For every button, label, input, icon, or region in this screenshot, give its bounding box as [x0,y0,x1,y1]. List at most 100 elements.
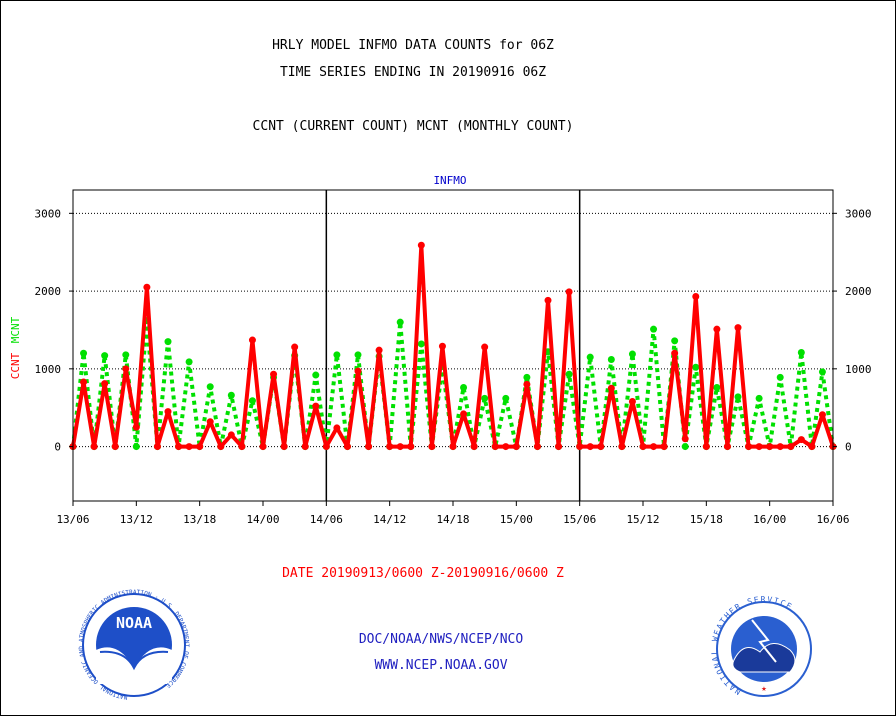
data-point-ccnt [386,443,394,451]
data-point-mcnt [713,383,721,391]
data-point-ccnt [301,443,309,451]
data-point-ccnt [343,443,351,451]
data-point-ccnt [533,443,541,451]
data-point-ccnt [618,443,626,451]
data-point-ccnt [375,346,383,354]
data-point-mcnt [312,371,320,379]
data-point-ccnt [80,378,88,386]
data-point-ccnt [671,349,679,357]
data-point-mcnt [681,443,689,451]
x-tick-label: 13/18 [183,513,216,526]
data-point-ccnt [90,443,98,451]
data-point-ccnt [175,443,183,451]
footer-org-label: DOC/NOAA/NWS/NCEP/NCO [358,632,524,647]
data-point-mcnt [396,318,404,326]
data-point-ccnt [354,367,362,375]
data-point-ccnt [607,384,615,392]
data-point-ccnt [122,365,130,373]
data-point-ccnt [523,380,531,388]
chart-title-line-1: HRLY MODEL INFMO DATA COUNTS for 06Z [272,38,554,53]
data-point-ccnt [185,443,193,451]
x-tick-label: 13/12 [120,513,153,526]
data-point-mcnt [248,397,256,405]
data-point-ccnt [713,325,721,333]
data-point-ccnt [259,443,267,451]
data-point-ccnt [639,443,647,451]
data-point-mcnt [692,363,700,371]
x-tick-label: 16/06 [816,513,849,526]
data-point-mcnt [354,351,362,359]
data-point-mcnt [565,370,573,378]
y-tick-label-right: 2000 [845,285,872,298]
data-point-mcnt [185,358,193,366]
data-point-ccnt [449,443,457,451]
x-tick-label: 14/12 [373,513,406,526]
data-point-mcnt [671,337,679,345]
data-point-ccnt [734,324,742,332]
data-point-mcnt [650,325,658,333]
data-point-mcnt [227,391,235,399]
data-point-mcnt [797,348,805,356]
data-point-ccnt [407,443,415,451]
chart-title-line-2: TIME SERIES ENDING IN 20190916 06Z [279,65,547,80]
data-point-ccnt [565,288,573,296]
data-point-mcnt [776,373,784,381]
data-point-ccnt [702,443,710,451]
y-tick-label-right: 3000 [845,207,872,220]
axes: 0 0 1000 1000 2000 2000 3000 3000 13/06 13/12 13/1… [35,189,872,526]
data-point-ccnt [692,293,700,301]
data-point-ccnt [132,423,140,431]
y-tick-label-right: 1000 [845,363,872,376]
data-point-mcnt [417,340,425,348]
data-point-ccnt [544,296,552,304]
data-point-ccnt [153,443,161,451]
data-point-ccnt [428,443,436,451]
x-tick-label: 14/00 [246,513,279,526]
data-point-ccnt [681,435,689,443]
data-point-ccnt [417,241,425,249]
data-point-ccnt [660,443,668,451]
data-point-mcnt [818,368,826,376]
plot-title: INFMO [433,174,466,187]
data-point-mcnt [755,394,763,402]
data-point-ccnt [291,343,299,351]
x-tick-label: 14/06 [310,513,343,526]
data-point-mcnt [132,443,140,451]
data-point-ccnt [280,443,288,451]
data-point-mcnt [101,352,109,360]
data-point-mcnt [164,338,172,346]
data-point-mcnt [206,383,214,391]
data-point-ccnt [101,380,109,388]
data-point-ccnt [797,436,805,444]
data-point-ccnt [396,443,404,451]
series-line-ccnt [71,243,835,449]
data-point-ccnt [333,424,341,432]
data-point-ccnt [723,443,731,451]
data-point-mcnt [734,393,742,401]
data-point-ccnt [164,408,172,416]
data-point-ccnt [628,397,636,405]
data-point-ccnt [322,443,330,451]
data-point-mcnt [80,349,88,357]
x-tick-label: 16/00 [753,513,786,526]
x-tick-label: 15/18 [690,513,723,526]
data-point-mcnt [628,350,636,358]
x-tick-label: 15/06 [563,513,596,526]
data-point-ccnt [502,443,510,451]
y-tick-label: 2000 [35,285,62,298]
y-tick-label: 1000 [35,363,62,376]
data-point-ccnt [270,370,278,378]
data-point-ccnt [597,443,605,451]
data-point-ccnt [745,443,753,451]
data-point-ccnt [818,411,826,419]
data-point-mcnt [481,394,489,402]
y-axis-label-mcnt: MCNT [9,316,22,343]
data-point-ccnt [238,443,246,451]
data-point-ccnt [808,443,816,451]
data-point-mcnt [502,394,510,402]
data-point-ccnt [143,283,151,291]
data-point-ccnt [491,443,499,451]
data-point-ccnt [755,443,763,451]
footer-url-link[interactable]: WWW.NCEP.NOAA.GOV [374,658,508,673]
